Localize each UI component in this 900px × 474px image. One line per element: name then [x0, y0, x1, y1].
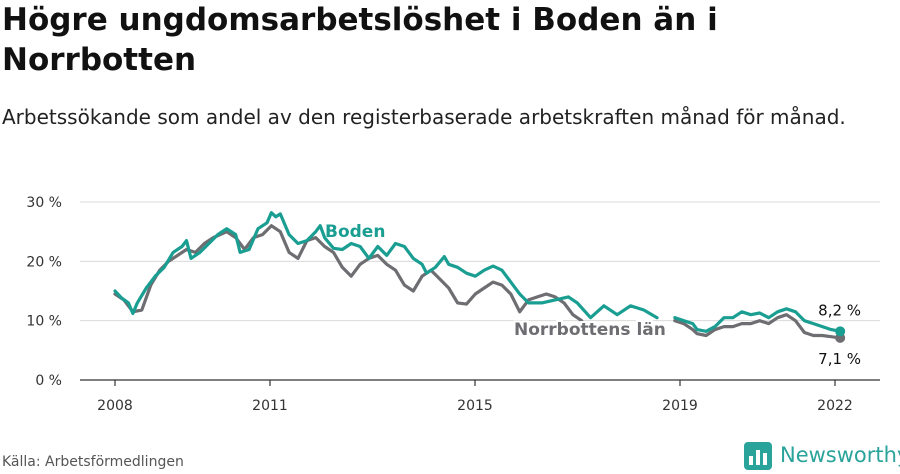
y-axis-ticks: 0 % 10 % 20 % 30 % [26, 195, 62, 389]
x-tick-label: 2022 [817, 398, 853, 414]
y-tick-label: 30 % [26, 195, 62, 211]
source-note: Källa: Arbetsförmedlingen [2, 454, 184, 470]
newsworthy-logo-icon [744, 442, 772, 470]
page-subtitle: Arbetssökande som andel av den registerb… [2, 105, 846, 129]
brand-name: Newsworthy [780, 443, 900, 467]
series-label-boden: Boden [325, 222, 385, 242]
end-label-boden: 8,2 % [818, 301, 861, 319]
y-tick-label: 20 % [26, 254, 62, 270]
page-title: Högre ungdomsarbetslöshet i Boden än i N… [2, 2, 718, 78]
boden-line-segment-1 [113, 211, 659, 320]
norrbotten-line-segment-2 [673, 313, 842, 340]
x-tick-label: 2011 [252, 398, 288, 414]
series-labels: Boden Norrbottens län 8,2 % 7,1 % [325, 222, 861, 368]
grid-lines [80, 201, 880, 322]
norrbotten-line-segment-1 [113, 224, 584, 323]
y-tick-label: 0 % [35, 373, 62, 389]
boden-line-segment-2 [673, 307, 842, 333]
line-chart: 0 % 10 % 20 % 30 % 2008 2011 2015 2019 2022 Bod… [26, 195, 880, 414]
x-tick-label: 2019 [662, 398, 698, 414]
series-lines [113, 211, 846, 343]
x-tick-label: 2015 [457, 398, 493, 414]
series-label-norrbotten: Norrbottens län [514, 320, 666, 340]
y-tick-label: 10 % [26, 314, 62, 330]
x-tick-label: 2008 [97, 398, 133, 414]
x-axis: 2008 2011 2015 2019 2022 [80, 379, 880, 414]
end-label-norrbotten: 7,1 % [818, 350, 861, 368]
boden-end-point [835, 326, 846, 337]
